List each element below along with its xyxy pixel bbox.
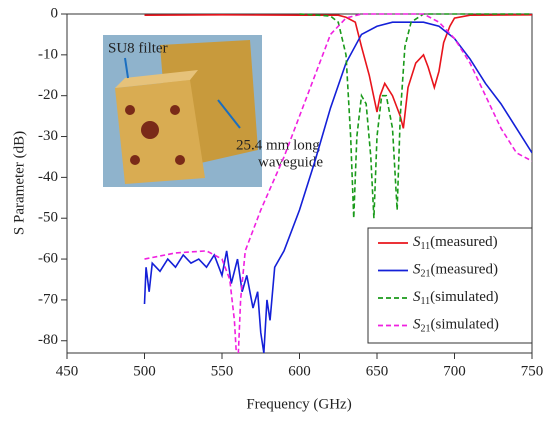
x-axis-label: Frequency (GHz)	[246, 396, 351, 412]
series-line	[144, 14, 532, 129]
y-tick-label: -50	[38, 210, 58, 226]
plot-lines	[143, 13, 532, 353]
y-tick-label: -30	[38, 128, 58, 144]
series-line	[299, 13, 532, 219]
annotation: SU8 filter	[108, 40, 168, 56]
legend-label: S11(measured)	[413, 234, 498, 252]
x-tick-label: 550	[211, 363, 234, 379]
x-tick-label: 500	[133, 363, 156, 379]
y-axis-label: S Parameter (dB)	[11, 131, 27, 235]
x-tick-label: 650	[366, 363, 389, 379]
y-tick-label: -20	[38, 87, 58, 103]
x-tick-label: 750	[521, 363, 544, 379]
series-line	[143, 21, 532, 353]
legend-label: S11(simulated)	[413, 289, 498, 307]
y-tick-label: 0	[51, 5, 59, 21]
annotation: 25.4 mm long	[236, 137, 320, 153]
y-tick-label: -70	[38, 291, 58, 307]
annotation: waveguide	[258, 154, 323, 170]
legend-label: S21(simulated)	[413, 317, 499, 335]
y-tick-label: -10	[38, 46, 58, 62]
legend-label: S21(measured)	[413, 262, 498, 280]
legend	[367, 227, 533, 344]
y-tick-label: -60	[38, 250, 58, 266]
y-tick-label: -40	[38, 169, 58, 185]
x-tick-label: 600	[288, 363, 311, 379]
x-tick-label: 700	[443, 363, 466, 379]
y-tick-label: -80	[38, 332, 58, 348]
inset-photo: SU8 filter 25.4 mm long waveguide	[103, 35, 323, 187]
x-tick-label: 450	[56, 363, 79, 379]
series-line	[144, 13, 532, 353]
